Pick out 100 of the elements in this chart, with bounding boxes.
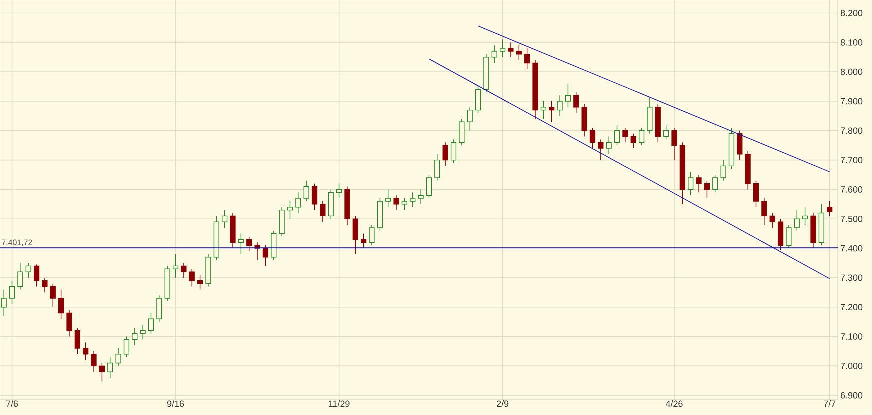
candlestick [58,289,64,320]
y-tick-label: 7.000 [840,363,863,370]
y-tick-label: 7.600 [840,186,863,193]
candlestick [565,83,572,108]
candlestick [410,192,416,208]
candlestick [630,133,636,149]
candlestick [590,128,596,149]
x-tick-label: 2/9 [497,400,509,408]
candlestick [450,139,457,164]
candlestick [802,207,808,226]
candlestick [557,95,563,117]
candlestick [426,174,432,199]
y-tick-label: 7.500 [840,216,863,222]
candlestick [50,283,56,308]
candlestick [492,45,498,64]
candlestick [770,212,776,228]
candlestick [688,172,694,196]
candlestick [222,210,228,228]
candlestick [42,278,48,293]
candlestick [66,310,72,338]
candlestick [434,154,440,182]
candlestick [9,280,16,305]
candlestick [508,42,514,58]
candlestick [296,192,302,214]
candlestick [369,224,375,246]
candlestick [108,357,114,378]
candlestick [467,107,473,132]
y-tick-label: 6.900 [840,392,863,399]
x-tick-label: 7/7 [824,400,836,408]
candlestick [124,336,130,358]
candlestick [696,174,702,193]
candlestick [786,224,792,249]
candlestick [704,180,710,199]
candlestick [361,233,367,249]
candlestick [582,104,588,138]
candlestick [116,348,122,367]
candlestick [352,216,358,255]
candlestick [664,124,670,140]
candlestick [540,101,546,120]
candlestick [672,128,678,161]
candlestick [516,45,522,61]
candlestick [320,201,326,222]
candlestick [287,201,294,220]
candlestick [459,118,465,146]
candlestick [647,98,653,134]
candlestick [156,295,162,322]
candlestick [34,264,40,288]
y-tick-label: 8.100 [840,39,863,46]
candlestick [720,160,726,182]
candlestick [622,128,628,143]
candlestick [91,351,97,372]
candlestick [198,274,204,290]
candlestick [778,218,784,250]
candlestick [794,210,800,232]
candlestick [262,245,269,267]
candlestick [132,328,138,346]
candlestick [598,139,604,161]
candlestick [181,262,187,278]
candlestick [148,312,154,334]
candlestick [762,198,768,226]
y-tick-label: 7.900 [840,98,863,105]
x-tick-label: 7/6 [6,400,18,408]
candlestick [83,342,89,361]
y-tick-label: 8.200 [840,10,863,16]
candlestick [475,86,482,114]
candlestick [524,48,530,70]
candlestick [312,183,318,211]
candlestick [328,189,334,220]
y-tick-label: 7.100 [840,334,863,340]
candlestick [418,189,424,205]
y-tick-label: 8.000 [840,68,863,76]
candlestick [574,92,580,114]
candlestick [394,195,400,211]
x-tick-label: 4/26 [666,400,683,408]
x-tick-label: 9/16 [167,400,184,408]
candlestick [271,230,277,261]
y-tick-label: 7.800 [840,128,863,134]
y-tick-label: 7.300 [840,274,863,282]
candlestick [18,262,24,290]
candlestick [606,136,612,155]
candlestick [26,262,32,278]
candlestick [99,362,105,382]
y-tick-label: 7.200 [840,304,863,311]
candlestick [712,174,718,193]
candlestick [246,236,252,252]
candlestick [549,101,555,122]
candlestick [614,124,620,146]
candlestick [238,233,244,255]
candlestick [737,130,743,161]
y-tick-label: 7.400 [840,245,863,252]
candlestick [753,180,760,208]
x-tick-label: 11/29 [329,400,350,408]
candlestick [500,39,506,58]
candlestick [386,189,392,208]
candlestick [638,128,645,146]
candlestick [304,180,310,202]
y-tick-label: 7.700 [840,157,863,164]
candlestick [827,201,833,217]
candlestick [74,328,80,355]
candlestick [140,324,146,340]
